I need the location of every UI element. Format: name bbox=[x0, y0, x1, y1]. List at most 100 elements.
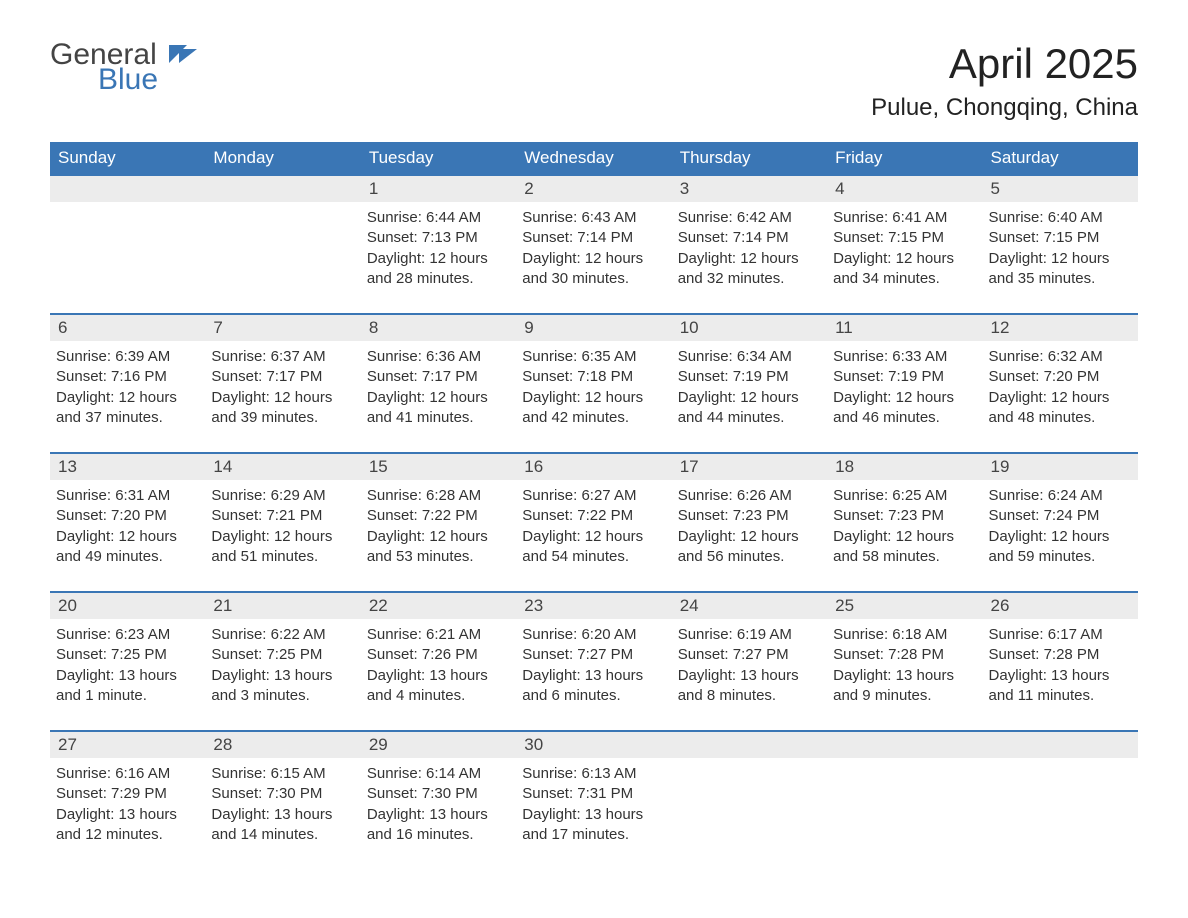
daylight-line2: and 51 minutes. bbox=[211, 547, 354, 567]
daylight-line1: Daylight: 13 hours bbox=[211, 666, 354, 686]
sunset-text: Sunset: 7:22 PM bbox=[522, 506, 665, 526]
day-body: Sunrise: 6:23 AMSunset: 7:25 PMDaylight:… bbox=[50, 619, 205, 706]
day-cell: 12Sunrise: 6:32 AMSunset: 7:20 PMDayligh… bbox=[983, 314, 1138, 453]
sunset-text: Sunset: 7:20 PM bbox=[989, 367, 1132, 387]
daylight-line1: Daylight: 13 hours bbox=[367, 666, 510, 686]
day-cell: 1Sunrise: 6:44 AMSunset: 7:13 PMDaylight… bbox=[361, 175, 516, 314]
day-cell: 26Sunrise: 6:17 AMSunset: 7:28 PMDayligh… bbox=[983, 592, 1138, 731]
day-number: 17 bbox=[672, 454, 827, 480]
daylight-line2: and 17 minutes. bbox=[522, 825, 665, 845]
day-cell: 2Sunrise: 6:43 AMSunset: 7:14 PMDaylight… bbox=[516, 175, 671, 314]
day-cell: 23Sunrise: 6:20 AMSunset: 7:27 PMDayligh… bbox=[516, 592, 671, 731]
empty-day-cell bbox=[50, 175, 205, 314]
daylight-line2: and 46 minutes. bbox=[833, 408, 976, 428]
sunrise-text: Sunrise: 6:34 AM bbox=[678, 347, 821, 367]
empty-day-cell bbox=[827, 731, 982, 869]
sunset-text: Sunset: 7:14 PM bbox=[678, 228, 821, 248]
daylight-line2: and 39 minutes. bbox=[211, 408, 354, 428]
day-body: Sunrise: 6:16 AMSunset: 7:29 PMDaylight:… bbox=[50, 758, 205, 845]
daylight-line1: Daylight: 12 hours bbox=[56, 388, 199, 408]
daylight-line1: Daylight: 12 hours bbox=[522, 388, 665, 408]
sunrise-text: Sunrise: 6:41 AM bbox=[833, 208, 976, 228]
day-cell: 18Sunrise: 6:25 AMSunset: 7:23 PMDayligh… bbox=[827, 453, 982, 592]
sunset-text: Sunset: 7:18 PM bbox=[522, 367, 665, 387]
day-number: 1 bbox=[361, 176, 516, 202]
day-number: 26 bbox=[983, 593, 1138, 619]
day-cell: 14Sunrise: 6:29 AMSunset: 7:21 PMDayligh… bbox=[205, 453, 360, 592]
day-body: Sunrise: 6:32 AMSunset: 7:20 PMDaylight:… bbox=[983, 341, 1138, 428]
day-number: 10 bbox=[672, 315, 827, 341]
sunrise-text: Sunrise: 6:26 AM bbox=[678, 486, 821, 506]
day-body: Sunrise: 6:25 AMSunset: 7:23 PMDaylight:… bbox=[827, 480, 982, 567]
sunset-text: Sunset: 7:27 PM bbox=[522, 645, 665, 665]
day-number: 2 bbox=[516, 176, 671, 202]
sunrise-text: Sunrise: 6:43 AM bbox=[522, 208, 665, 228]
daylight-line2: and 9 minutes. bbox=[833, 686, 976, 706]
sunrise-text: Sunrise: 6:39 AM bbox=[56, 347, 199, 367]
empty-day-cell bbox=[672, 731, 827, 869]
day-body: Sunrise: 6:34 AMSunset: 7:19 PMDaylight:… bbox=[672, 341, 827, 428]
day-cell: 5Sunrise: 6:40 AMSunset: 7:15 PMDaylight… bbox=[983, 175, 1138, 314]
sunset-text: Sunset: 7:31 PM bbox=[522, 784, 665, 804]
daylight-line2: and 4 minutes. bbox=[367, 686, 510, 706]
daylight-line1: Daylight: 12 hours bbox=[522, 527, 665, 547]
sunset-text: Sunset: 7:23 PM bbox=[833, 506, 976, 526]
daylight-line2: and 16 minutes. bbox=[367, 825, 510, 845]
day-number: 11 bbox=[827, 315, 982, 341]
day-number bbox=[827, 732, 982, 758]
day-cell: 28Sunrise: 6:15 AMSunset: 7:30 PMDayligh… bbox=[205, 731, 360, 869]
daylight-line2: and 54 minutes. bbox=[522, 547, 665, 567]
weekday-header: Saturday bbox=[983, 142, 1138, 175]
day-body: Sunrise: 6:39 AMSunset: 7:16 PMDaylight:… bbox=[50, 341, 205, 428]
month-title: April 2025 bbox=[871, 40, 1138, 88]
daylight-line1: Daylight: 13 hours bbox=[833, 666, 976, 686]
day-body: Sunrise: 6:27 AMSunset: 7:22 PMDaylight:… bbox=[516, 480, 671, 567]
day-cell: 7Sunrise: 6:37 AMSunset: 7:17 PMDaylight… bbox=[205, 314, 360, 453]
day-body: Sunrise: 6:37 AMSunset: 7:17 PMDaylight:… bbox=[205, 341, 360, 428]
sunset-text: Sunset: 7:23 PM bbox=[678, 506, 821, 526]
daylight-line1: Daylight: 13 hours bbox=[522, 666, 665, 686]
sunrise-text: Sunrise: 6:40 AM bbox=[989, 208, 1132, 228]
calendar-grid: SundayMondayTuesdayWednesdayThursdayFrid… bbox=[50, 142, 1138, 869]
day-cell: 3Sunrise: 6:42 AMSunset: 7:14 PMDaylight… bbox=[672, 175, 827, 314]
day-body: Sunrise: 6:14 AMSunset: 7:30 PMDaylight:… bbox=[361, 758, 516, 845]
day-body: Sunrise: 6:33 AMSunset: 7:19 PMDaylight:… bbox=[827, 341, 982, 428]
day-cell: 24Sunrise: 6:19 AMSunset: 7:27 PMDayligh… bbox=[672, 592, 827, 731]
day-number: 9 bbox=[516, 315, 671, 341]
day-body: Sunrise: 6:18 AMSunset: 7:28 PMDaylight:… bbox=[827, 619, 982, 706]
day-number: 4 bbox=[827, 176, 982, 202]
day-number: 19 bbox=[983, 454, 1138, 480]
daylight-line1: Daylight: 12 hours bbox=[833, 249, 976, 269]
weekday-header: Sunday bbox=[50, 142, 205, 175]
sunset-text: Sunset: 7:15 PM bbox=[833, 228, 976, 248]
sunrise-text: Sunrise: 6:21 AM bbox=[367, 625, 510, 645]
day-number: 24 bbox=[672, 593, 827, 619]
sunrise-text: Sunrise: 6:20 AM bbox=[522, 625, 665, 645]
day-body: Sunrise: 6:42 AMSunset: 7:14 PMDaylight:… bbox=[672, 202, 827, 289]
sunset-text: Sunset: 7:27 PM bbox=[678, 645, 821, 665]
sunrise-text: Sunrise: 6:18 AM bbox=[833, 625, 976, 645]
day-body: Sunrise: 6:44 AMSunset: 7:13 PMDaylight:… bbox=[361, 202, 516, 289]
sunset-text: Sunset: 7:28 PM bbox=[833, 645, 976, 665]
title-block: April 2025 Pulue, Chongqing, China bbox=[871, 40, 1138, 122]
day-cell: 10Sunrise: 6:34 AMSunset: 7:19 PMDayligh… bbox=[672, 314, 827, 453]
sunrise-text: Sunrise: 6:28 AM bbox=[367, 486, 510, 506]
sunset-text: Sunset: 7:13 PM bbox=[367, 228, 510, 248]
weekday-header: Tuesday bbox=[361, 142, 516, 175]
daylight-line2: and 59 minutes. bbox=[989, 547, 1132, 567]
sunrise-text: Sunrise: 6:15 AM bbox=[211, 764, 354, 784]
empty-day-cell bbox=[983, 731, 1138, 869]
weekday-header-row: SundayMondayTuesdayWednesdayThursdayFrid… bbox=[50, 142, 1138, 175]
sunset-text: Sunset: 7:20 PM bbox=[56, 506, 199, 526]
day-cell: 6Sunrise: 6:39 AMSunset: 7:16 PMDaylight… bbox=[50, 314, 205, 453]
day-number: 21 bbox=[205, 593, 360, 619]
daylight-line2: and 35 minutes. bbox=[989, 269, 1132, 289]
day-number: 8 bbox=[361, 315, 516, 341]
daylight-line2: and 30 minutes. bbox=[522, 269, 665, 289]
day-cell: 11Sunrise: 6:33 AMSunset: 7:19 PMDayligh… bbox=[827, 314, 982, 453]
daylight-line2: and 37 minutes. bbox=[56, 408, 199, 428]
daylight-line1: Daylight: 13 hours bbox=[989, 666, 1132, 686]
daylight-line2: and 41 minutes. bbox=[367, 408, 510, 428]
day-body: Sunrise: 6:43 AMSunset: 7:14 PMDaylight:… bbox=[516, 202, 671, 289]
daylight-line1: Daylight: 12 hours bbox=[989, 249, 1132, 269]
